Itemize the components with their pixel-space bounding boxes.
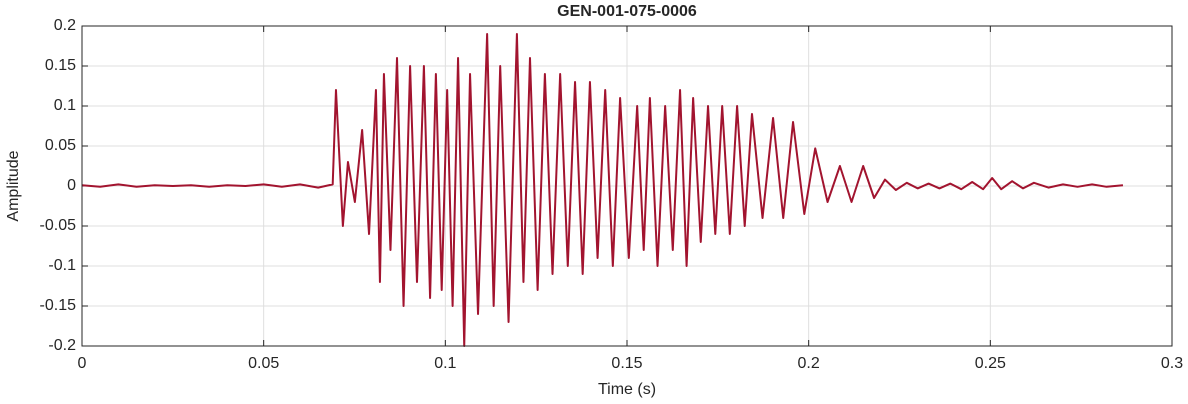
- y-tick-label: 0.1: [54, 97, 76, 114]
- y-tick-label: 0.15: [45, 57, 76, 74]
- y-axis-label: Amplitude: [5, 150, 22, 221]
- x-tick-label: 0.05: [248, 355, 279, 372]
- y-tick-label: 0: [67, 177, 76, 194]
- x-tick-label: 0.3: [1161, 355, 1183, 372]
- waveform-line: [81, 33, 1124, 347]
- plot-frame: [81, 25, 1173, 347]
- y-tick-label: -0.15: [40, 297, 77, 314]
- x-tick-label: 0: [78, 355, 87, 372]
- y-tick-label: -0.05: [40, 217, 77, 234]
- x-tick-label: 0.1: [434, 355, 456, 372]
- x-tick-label: 0.2: [798, 355, 820, 372]
- y-tick-label: -0.2: [48, 337, 76, 354]
- x-tick-label: 0.25: [975, 355, 1006, 372]
- x-axis-label: Time (s): [598, 381, 656, 398]
- x-tick-label: 0.15: [611, 355, 642, 372]
- chart-title: GEN-001-075-0006: [557, 3, 697, 20]
- y-tick-label: -0.1: [48, 257, 76, 274]
- y-tick-label: 0.2: [54, 17, 76, 34]
- y-tick-label: 0.05: [45, 137, 76, 154]
